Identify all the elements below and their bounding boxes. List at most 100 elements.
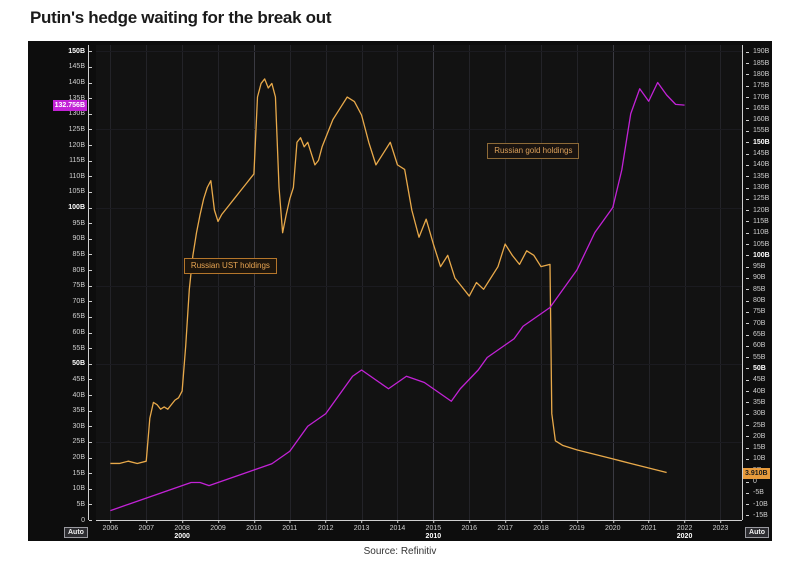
- gridline-vertical: [397, 45, 399, 520]
- y-tick-right: 40B: [745, 387, 766, 395]
- x-tick: 2016: [461, 520, 478, 532]
- y-tick-left: 60B: [72, 329, 93, 336]
- y-tick-right: 115B: [746, 217, 769, 225]
- x-tick: 2007: [138, 520, 155, 532]
- y-tick-left: 45B: [72, 375, 93, 383]
- y-tick-left: 95B: [72, 219, 93, 227]
- gridline-horizontal: [96, 285, 742, 287]
- y-tick-right: 50B: [746, 364, 766, 372]
- gridline-vertical: [684, 45, 686, 520]
- y-tick-right: 25B: [745, 421, 766, 429]
- y-tick-right: 90B: [745, 274, 766, 282]
- y-tick-left: 115B: [69, 157, 92, 165]
- y-axis-right-line: [742, 45, 743, 520]
- y-tick-right: 20B: [745, 432, 766, 440]
- auto-scale-left-button[interactable]: Auto: [64, 527, 88, 538]
- gridline-vertical: [182, 45, 184, 520]
- y-tick-left: 70B: [72, 297, 93, 305]
- gridline-vertical: [576, 45, 578, 520]
- gridline-vertical: [253, 45, 255, 520]
- x-tick-decade: 2020: [676, 533, 693, 540]
- y-tick-right: 175B: [745, 82, 770, 90]
- y-tick-right: 110B: [746, 229, 769, 237]
- y-tick-right: 130B: [745, 184, 770, 191]
- y-tick-left: 10B: [72, 485, 93, 493]
- y-tick-right: 15B: [745, 444, 766, 452]
- y-tick-left: 135B: [68, 94, 93, 102]
- y-tick-left: 100B: [68, 204, 92, 211]
- y-tick-left: 5B: [76, 500, 92, 508]
- y-tick-left: 125B: [68, 125, 93, 133]
- y-tick-right: 10B: [745, 455, 766, 463]
- x-tick-decade: 2000: [174, 533, 190, 540]
- x-axis-line: [96, 520, 742, 521]
- x-tick: 2017: [497, 520, 513, 532]
- y-tick-left: 75B: [72, 282, 93, 290]
- series-line-gold: [110, 81, 685, 512]
- y-tick-right: 125B: [745, 195, 770, 203]
- y-tick-right: 165B: [745, 104, 770, 112]
- gridline-vertical: [648, 45, 650, 520]
- y-tick-right: 150B: [746, 138, 770, 146]
- y-tick-right: 155B: [745, 127, 770, 135]
- y-tick-right: 75B: [745, 308, 766, 316]
- y-tick-right: 160B: [745, 116, 770, 124]
- gridline-vertical: [720, 45, 722, 520]
- y-tick-left: 80B: [72, 266, 93, 274]
- y-tick-left: 120B: [68, 141, 93, 149]
- x-tick: 2020: [605, 520, 621, 532]
- y-tick-right: 170B: [745, 93, 770, 101]
- y-axis-left[interactable]: 0 5B 10B 15B 20B 25B 30B 35B 40B 45B 50B 55B 60B 65B 7…: [28, 45, 96, 524]
- gold-value-flag: 132.756B: [52, 100, 87, 112]
- series-layer: [110, 78, 685, 512]
- ust-value-flag: 3.910B: [743, 467, 770, 479]
- y-tick-right: 30B: [745, 410, 766, 418]
- y-tick-right: 185B: [745, 59, 770, 67]
- y-tick-right: 135B: [745, 172, 770, 180]
- y-tick-left: 140B: [68, 79, 93, 86]
- gridline-horizontal: [96, 441, 742, 443]
- y-tick-right: 105B: [745, 240, 770, 248]
- y-tick-right: 55B: [745, 353, 766, 361]
- x-tick: 2018: [533, 520, 549, 532]
- y-tick-right: 180B: [745, 70, 770, 78]
- y-tick-left: 50B: [72, 360, 92, 368]
- page-title: Putin's hedge waiting for the break out: [30, 8, 332, 27]
- auto-scale-right-button[interactable]: Auto: [745, 527, 769, 538]
- gridline-horizontal: [96, 363, 742, 365]
- gridline-vertical: [110, 45, 112, 520]
- y-tick-right: 145B: [745, 150, 770, 158]
- plot-area[interactable]: Russian UST holdings Russian gold holdin…: [96, 45, 742, 520]
- y-tick-left: 35B: [72, 407, 93, 415]
- y-tick-left: 110B: [69, 172, 92, 180]
- gridline-vertical: [361, 45, 363, 520]
- chart-frame: Russian UST holdings Russian gold holdin…: [28, 41, 772, 541]
- y-tick-left: 25B: [72, 438, 93, 446]
- y-tick-left: 20B: [72, 454, 93, 461]
- y-tick-right: 0: [746, 478, 757, 486]
- y-axis-right[interactable]: -15B-10B-5B05B10B15B20B25B30B35B40B45B50…: [742, 45, 772, 520]
- y-tick-right: 45B: [745, 376, 766, 384]
- y-tick-left: 15B: [72, 469, 93, 477]
- gridline-vertical: [289, 45, 291, 520]
- x-axis[interactable]: 2006 2007 2008 2009 2010 2011 2012 2013 2014 2015…: [96, 520, 742, 541]
- gridline-vertical: [612, 45, 614, 520]
- x-tick: 2008: [174, 520, 190, 532]
- y-tick-right: -10B: [746, 500, 768, 508]
- annotation-gold[interactable]: Russian gold holdings: [487, 143, 580, 159]
- x-tick: 2009: [210, 520, 226, 532]
- y-tick-right: 190B: [745, 48, 770, 56]
- y-tick-right: 120B: [745, 206, 770, 214]
- x-tick: 2012: [317, 520, 334, 532]
- y-tick-right: -15B: [746, 511, 768, 519]
- y-tick-right: -5B: [746, 489, 764, 497]
- x-tick: 2021: [640, 520, 657, 532]
- annotation-ust[interactable]: Russian UST holdings: [183, 258, 277, 274]
- y-tick-left: 145B: [68, 63, 93, 71]
- x-tick: 2013: [353, 520, 370, 532]
- gridline-vertical: [541, 45, 543, 520]
- x-tick: 2010: [246, 520, 262, 532]
- y-tick-right: 65B: [745, 331, 766, 339]
- x-tick: 2006: [102, 520, 119, 532]
